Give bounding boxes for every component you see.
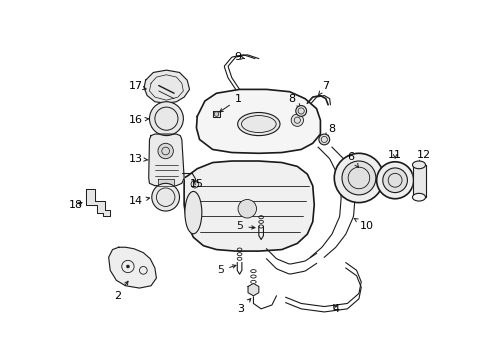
Circle shape bbox=[377, 162, 414, 199]
Text: 6: 6 bbox=[348, 152, 359, 167]
Text: 1: 1 bbox=[220, 94, 242, 112]
Text: 8: 8 bbox=[289, 94, 300, 107]
Text: 9: 9 bbox=[235, 52, 245, 62]
Ellipse shape bbox=[413, 193, 425, 201]
Circle shape bbox=[383, 168, 408, 193]
Text: 5: 5 bbox=[236, 221, 255, 231]
Text: 14: 14 bbox=[128, 196, 149, 206]
Circle shape bbox=[126, 265, 129, 268]
Text: 15: 15 bbox=[190, 179, 204, 189]
Ellipse shape bbox=[185, 192, 202, 234]
Circle shape bbox=[291, 114, 303, 126]
Polygon shape bbox=[213, 111, 220, 117]
Circle shape bbox=[158, 143, 173, 159]
Circle shape bbox=[214, 112, 219, 116]
Circle shape bbox=[152, 183, 179, 211]
Text: 11: 11 bbox=[388, 150, 402, 160]
Polygon shape bbox=[248, 283, 259, 296]
Polygon shape bbox=[86, 189, 110, 216]
Polygon shape bbox=[149, 134, 184, 186]
Text: 16: 16 bbox=[128, 115, 148, 125]
Text: 13: 13 bbox=[128, 154, 148, 164]
Ellipse shape bbox=[238, 112, 280, 136]
Polygon shape bbox=[158, 180, 174, 186]
Text: 12: 12 bbox=[417, 150, 431, 164]
Polygon shape bbox=[184, 161, 314, 251]
Circle shape bbox=[191, 180, 199, 188]
Circle shape bbox=[149, 102, 183, 136]
Text: 4: 4 bbox=[332, 304, 340, 314]
Text: 2: 2 bbox=[114, 281, 128, 301]
Text: 3: 3 bbox=[238, 298, 251, 314]
Text: 10: 10 bbox=[354, 219, 374, 231]
Ellipse shape bbox=[413, 161, 425, 169]
Polygon shape bbox=[109, 247, 156, 288]
Polygon shape bbox=[196, 89, 320, 153]
Text: 17: 17 bbox=[128, 81, 146, 91]
Circle shape bbox=[238, 199, 257, 218]
Circle shape bbox=[334, 153, 384, 203]
Circle shape bbox=[319, 134, 330, 145]
Polygon shape bbox=[413, 165, 426, 197]
Text: 7: 7 bbox=[318, 81, 329, 95]
Text: 5: 5 bbox=[217, 265, 236, 275]
Text: 18: 18 bbox=[69, 200, 83, 210]
Polygon shape bbox=[144, 70, 190, 103]
Circle shape bbox=[296, 105, 307, 116]
Circle shape bbox=[342, 161, 376, 195]
Text: 8: 8 bbox=[325, 125, 336, 136]
